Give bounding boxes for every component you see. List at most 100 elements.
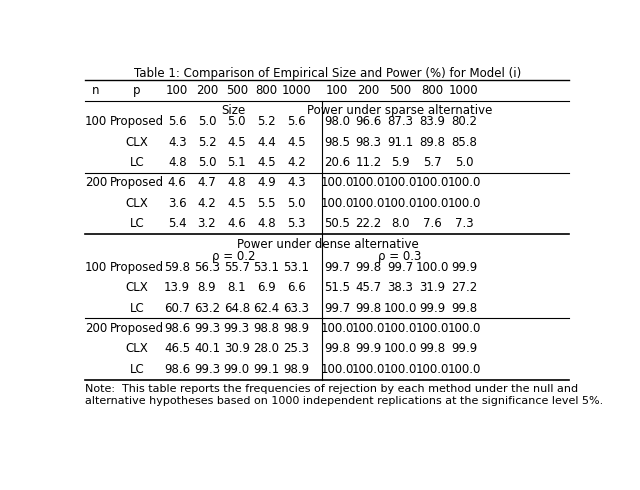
Text: 99.7: 99.7 (324, 302, 350, 315)
Text: 40.1: 40.1 (194, 343, 220, 355)
Text: 5.0: 5.0 (198, 115, 216, 128)
Text: 99.9: 99.9 (356, 343, 382, 355)
Text: 91.1: 91.1 (387, 136, 413, 148)
Text: 60.7: 60.7 (164, 302, 190, 315)
Text: 100.0: 100.0 (415, 261, 449, 274)
Text: 99.3: 99.3 (194, 322, 220, 335)
Text: 62.4: 62.4 (253, 302, 280, 315)
Text: 59.8: 59.8 (164, 261, 190, 274)
Text: 99.9: 99.9 (451, 261, 477, 274)
Text: Proposed: Proposed (110, 261, 164, 274)
Text: CLX: CLX (125, 136, 148, 148)
Text: 99.3: 99.3 (194, 363, 220, 376)
Text: 99.8: 99.8 (356, 302, 381, 315)
Text: 8.0: 8.0 (391, 217, 410, 230)
Text: 100.0: 100.0 (384, 302, 417, 315)
Text: 100.0: 100.0 (447, 363, 481, 376)
Text: 5.3: 5.3 (287, 217, 305, 230)
Text: 98.6: 98.6 (164, 363, 190, 376)
Text: 31.9: 31.9 (419, 281, 445, 294)
Text: 4.3: 4.3 (168, 136, 186, 148)
Text: ρ = 0.3: ρ = 0.3 (378, 250, 422, 263)
Text: 6.6: 6.6 (287, 281, 306, 294)
Text: 100: 100 (84, 261, 107, 274)
Text: Power under sparse alternative: Power under sparse alternative (307, 104, 493, 117)
Text: 100.0: 100.0 (415, 363, 449, 376)
Text: 25.3: 25.3 (284, 343, 309, 355)
Text: 100.0: 100.0 (384, 322, 417, 335)
Text: 200: 200 (84, 176, 107, 190)
Text: 53.1: 53.1 (253, 261, 280, 274)
Text: 5.0: 5.0 (198, 156, 216, 169)
Text: 99.8: 99.8 (356, 261, 381, 274)
Text: 3.2: 3.2 (198, 217, 216, 230)
Text: 99.9: 99.9 (419, 302, 445, 315)
Text: 98.9: 98.9 (283, 322, 309, 335)
Text: 4.9: 4.9 (257, 176, 276, 190)
Text: 5.0: 5.0 (454, 156, 473, 169)
Text: 4.4: 4.4 (257, 136, 276, 148)
Text: 96.6: 96.6 (356, 115, 382, 128)
Text: 100.0: 100.0 (447, 322, 481, 335)
Text: Proposed: Proposed (110, 176, 164, 190)
Text: 6.9: 6.9 (257, 281, 276, 294)
Text: 200: 200 (196, 84, 218, 97)
Text: 4.3: 4.3 (287, 176, 305, 190)
Text: 99.9: 99.9 (451, 343, 477, 355)
Text: 98.6: 98.6 (164, 322, 190, 335)
Text: 5.6: 5.6 (287, 115, 305, 128)
Text: 50.5: 50.5 (324, 217, 350, 230)
Text: 20.6: 20.6 (324, 156, 350, 169)
Text: 5.9: 5.9 (391, 156, 410, 169)
Text: 100.0: 100.0 (320, 176, 354, 190)
Text: 99.7: 99.7 (387, 261, 413, 274)
Text: CLX: CLX (125, 281, 148, 294)
Text: 46.5: 46.5 (164, 343, 190, 355)
Text: 100.0: 100.0 (384, 363, 417, 376)
Text: 100.0: 100.0 (447, 176, 481, 190)
Text: 500: 500 (389, 84, 412, 97)
Text: 500: 500 (226, 84, 248, 97)
Text: 98.8: 98.8 (253, 322, 280, 335)
Text: 13.9: 13.9 (164, 281, 190, 294)
Text: 11.2: 11.2 (356, 156, 382, 169)
Text: Power under dense alternative: Power under dense alternative (237, 238, 419, 250)
Text: 99.8: 99.8 (324, 343, 350, 355)
Text: Size: Size (221, 104, 246, 117)
Text: 87.3: 87.3 (387, 115, 413, 128)
Text: LC: LC (130, 217, 145, 230)
Text: 4.7: 4.7 (198, 176, 216, 190)
Text: 38.3: 38.3 (387, 281, 413, 294)
Text: 56.3: 56.3 (194, 261, 220, 274)
Text: 7.6: 7.6 (423, 217, 442, 230)
Text: 100.0: 100.0 (320, 322, 354, 335)
Text: 5.4: 5.4 (168, 217, 186, 230)
Text: 64.8: 64.8 (223, 302, 250, 315)
Text: 85.8: 85.8 (451, 136, 477, 148)
Text: 80.2: 80.2 (451, 115, 477, 128)
Text: LC: LC (130, 302, 145, 315)
Text: 5.2: 5.2 (198, 136, 216, 148)
Text: 100.0: 100.0 (415, 176, 449, 190)
Text: Note:  This table reports the frequencies of rejection by each method under the : Note: This table reports the frequencies… (85, 385, 604, 406)
Text: 99.0: 99.0 (223, 363, 250, 376)
Text: 30.9: 30.9 (224, 343, 250, 355)
Text: 98.5: 98.5 (324, 136, 350, 148)
Text: 4.8: 4.8 (257, 217, 276, 230)
Text: 5.0: 5.0 (287, 197, 305, 210)
Text: 100: 100 (326, 84, 348, 97)
Text: 4.2: 4.2 (287, 156, 306, 169)
Text: 3.6: 3.6 (168, 197, 186, 210)
Text: 8.9: 8.9 (198, 281, 216, 294)
Text: 100.0: 100.0 (352, 363, 385, 376)
Text: 100.0: 100.0 (384, 176, 417, 190)
Text: CLX: CLX (125, 343, 148, 355)
Text: 53.1: 53.1 (284, 261, 309, 274)
Text: Proposed: Proposed (110, 322, 164, 335)
Text: 5.0: 5.0 (227, 115, 246, 128)
Text: 200: 200 (358, 84, 380, 97)
Text: 83.9: 83.9 (419, 115, 445, 128)
Text: 63.2: 63.2 (194, 302, 220, 315)
Text: 4.5: 4.5 (287, 136, 305, 148)
Text: 8.1: 8.1 (227, 281, 246, 294)
